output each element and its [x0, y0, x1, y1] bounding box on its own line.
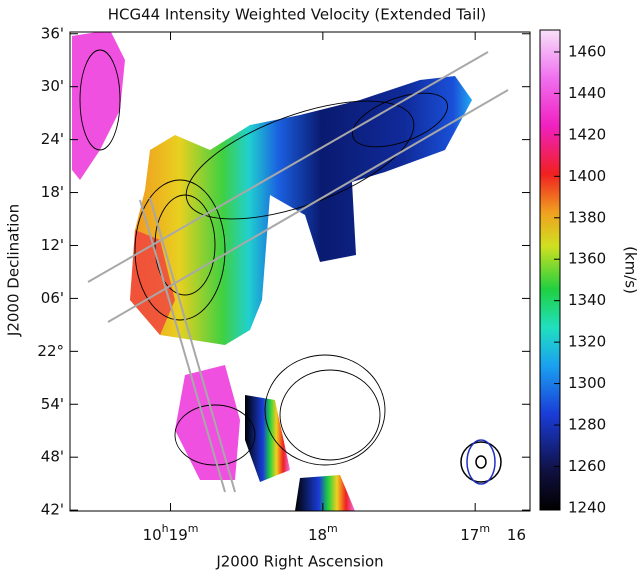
colorbar-tick-label: 1400 — [568, 167, 606, 185]
colorbar-tick-label: 1280 — [568, 416, 606, 434]
colorbar-tick-label: 1380 — [568, 208, 606, 226]
y-tick-label: 54' — [41, 395, 64, 413]
x-tick-label: 16 — [507, 526, 526, 544]
chart-title: HCG44 Intensity Weighted Velocity (Exten… — [108, 6, 487, 24]
colorbar-tick-label: 1460 — [568, 42, 606, 60]
x-tick-label: 17m — [460, 522, 490, 544]
colorbar-tick-label: 1340 — [568, 291, 606, 309]
colorbar — [539, 29, 561, 511]
y-tick-label: 06' — [41, 289, 64, 307]
x-tick-label: 10h19m — [143, 522, 199, 544]
colorbar-label: (km/s) — [622, 246, 640, 294]
x-tick-label: 18m — [308, 522, 338, 544]
y-tick-label: 24' — [41, 130, 64, 148]
y-tick-label: 42' — [41, 501, 64, 519]
y-axis-label: J2000 Declination — [5, 204, 23, 337]
y-tick-label: 48' — [41, 448, 64, 466]
colorbar-tick-label: 1260 — [568, 457, 606, 475]
y-tick-label: 30' — [41, 77, 64, 95]
y-tick-label: 12' — [41, 236, 64, 254]
colorbar-tick-label: 1420 — [568, 125, 606, 143]
colorbar-tick-label: 1240 — [568, 498, 606, 516]
colorbar-tick-label: 1320 — [568, 333, 606, 351]
colorbar-tick-label: 1440 — [568, 84, 606, 102]
y-tick-label: 22° — [37, 342, 64, 360]
beam — [460, 439, 502, 485]
colorbar-tick-label: 1300 — [568, 374, 606, 392]
velocity-map — [72, 32, 509, 511]
y-tick-label: 18' — [41, 183, 64, 201]
y-tick-label: 36' — [41, 24, 64, 42]
x-axis-label: J2000 Right Ascension — [215, 553, 383, 571]
slits — [87, 51, 509, 493]
plot-frame — [69, 31, 531, 512]
colorbar-tick-label: 1360 — [568, 250, 606, 268]
